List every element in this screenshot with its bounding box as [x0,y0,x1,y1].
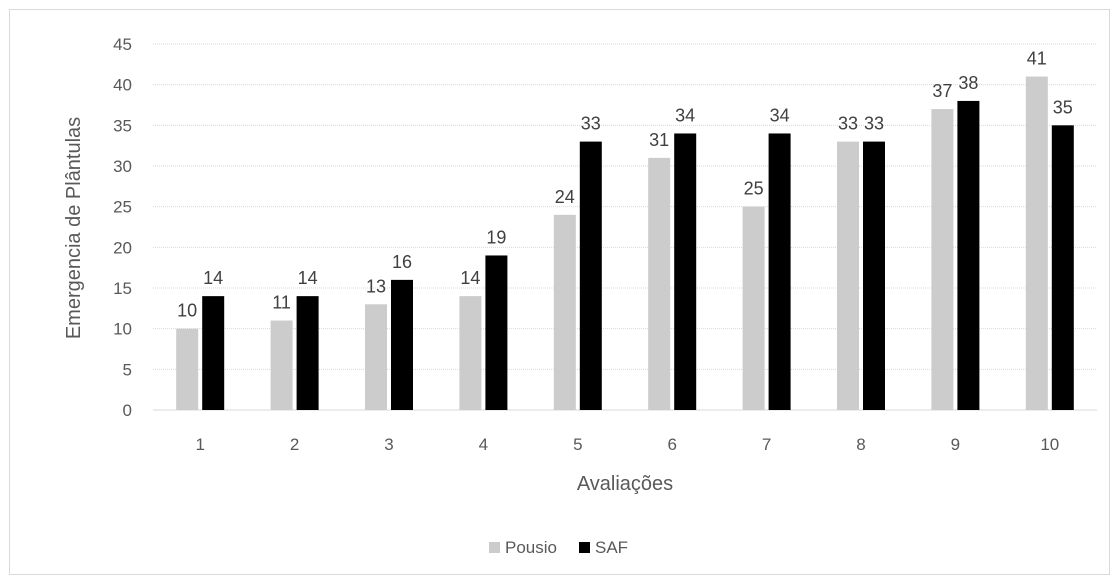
bar-pousio-5 [553,214,576,410]
x-tick-label: 10 [1040,435,1059,454]
x-axis-title: Avaliações [577,473,673,495]
y-tick-label: 40 [113,76,132,95]
data-label: 34 [675,105,695,125]
gridlines [153,43,1097,411]
bar-saf-1 [202,296,225,410]
bar-saf-3 [391,279,413,410]
bar-saf-2 [296,296,319,410]
bar-saf-7 [768,133,791,410]
y-tick-label: 45 [113,35,132,54]
legend-label-saf: SAF [595,538,628,557]
bar-pousio-3 [365,304,387,410]
y-tick-label: 30 [113,157,132,176]
data-label: 34 [770,105,790,125]
legend-label-pousio: Pousio [505,538,557,557]
x-tick-label: 8 [856,435,865,454]
bar-pousio-7 [742,206,765,410]
x-tick-label: 4 [479,435,488,454]
legend-swatch-saf [579,542,590,553]
bar-pousio-2 [270,320,293,410]
y-tick-label: 15 [113,279,132,298]
bars [176,76,1074,411]
data-label: 24 [555,187,575,207]
data-label: 33 [864,114,884,134]
bar-saf-8 [863,141,885,410]
data-label: 14 [298,268,318,288]
x-tick-label: 5 [573,435,582,454]
x-tick-label: 1 [195,435,204,454]
bar-saf-4 [485,255,508,410]
y-axis-title: Emergencia de Plântulas [63,117,85,339]
bar-pousio-9 [931,109,954,411]
data-label: 11 [272,293,291,313]
data-label: 35 [1053,97,1073,117]
y-tick-label: 10 [113,320,132,339]
data-label: 14 [203,268,223,288]
data-label: 14 [460,268,480,288]
data-label: 13 [366,276,386,296]
bar-pousio-1 [176,328,199,410]
y-tick-label: 20 [113,238,132,257]
data-label: 10 [177,301,197,321]
data-label: 33 [581,114,601,134]
x-tick-label: 6 [667,435,676,454]
bar-pousio-6 [648,157,671,410]
y-tick-label: 0 [123,401,132,420]
bar-saf-6 [674,133,697,410]
data-label: 16 [392,252,412,272]
y-axis-ticks: 0 5 10 15 20 25 30 35 40 45 [113,35,132,420]
data-labels: 10 14 11 14 13 16 14 19 24 33 31 34 25 34 33 33 37 38 41 35 [177,49,1073,321]
x-tick-label: 3 [384,435,393,454]
data-label: 41 [1027,49,1047,69]
data-label: 25 [744,179,764,199]
x-tick-label: 9 [951,435,960,454]
x-tick-label: 2 [290,435,299,454]
data-label: 37 [932,81,952,101]
data-label: 33 [838,114,858,134]
legend: Pousio SAF [489,538,628,557]
data-label: 38 [958,73,978,93]
y-tick-label: 25 [113,198,132,217]
legend-swatch-pousio [489,542,500,553]
bar-pousio-10 [1025,76,1048,411]
x-axis-ticks: 1 2 3 4 5 6 7 8 9 10 [195,435,1059,454]
bar-pousio-4 [459,296,482,410]
bar-saf-9 [957,100,980,410]
data-label: 19 [486,227,506,247]
bar-saf-10 [1051,125,1074,410]
x-tick-label: 7 [762,435,771,454]
y-tick-label: 5 [123,360,132,379]
bar-pousio-8 [837,141,859,410]
data-label: 31 [649,130,669,150]
bar-saf-5 [579,141,602,410]
y-tick-label: 35 [113,116,132,135]
